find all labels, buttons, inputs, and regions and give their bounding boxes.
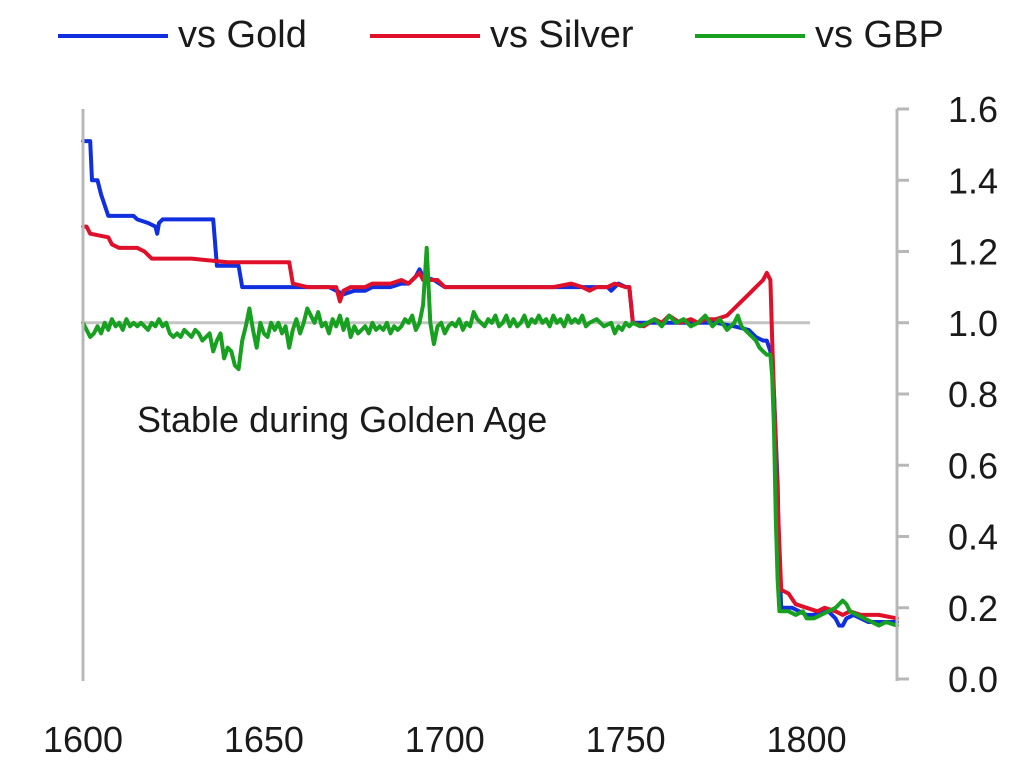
y-axis-tick-labels: 0.0 0.2 0.4 0.6 0.8 1.0 1.2 1.4 1.6	[948, 89, 998, 700]
legend-label: vs Silver	[490, 14, 634, 56]
chart-legend: vs Gold vs Silver vs GBP	[58, 14, 944, 56]
x-tick-label: 1800	[767, 719, 847, 760]
y-tick-label: 0.6	[948, 445, 998, 486]
y-tick-label: 1.6	[948, 89, 998, 130]
x-axis-tick-labels: 1600 1650 1700 1750 1800	[43, 719, 847, 760]
y-tick-label: 1.4	[948, 160, 998, 201]
annotation-text: Stable during Golden Age	[137, 399, 547, 440]
x-tick-label: 1650	[224, 719, 304, 760]
x-tick-label: 1600	[43, 719, 123, 760]
y-tick-label: 0.4	[948, 517, 998, 558]
series-lines	[81, 139, 899, 628]
x-tick-label: 1750	[586, 719, 666, 760]
y-tick-label: 0.2	[948, 588, 998, 629]
legend-label: vs Gold	[178, 14, 307, 56]
axes-group	[81, 107, 909, 681]
x-tick-label: 1700	[405, 719, 485, 760]
series-line-vs-gbp	[81, 245, 899, 628]
y-tick-label: 1.0	[948, 303, 998, 344]
y-tick-label: 0.0	[948, 659, 998, 700]
y-tick-label: 0.8	[948, 374, 998, 415]
legend-label: vs GBP	[815, 14, 944, 56]
series-line-vs-silver	[81, 224, 899, 621]
y-tick-label: 1.2	[948, 232, 998, 273]
